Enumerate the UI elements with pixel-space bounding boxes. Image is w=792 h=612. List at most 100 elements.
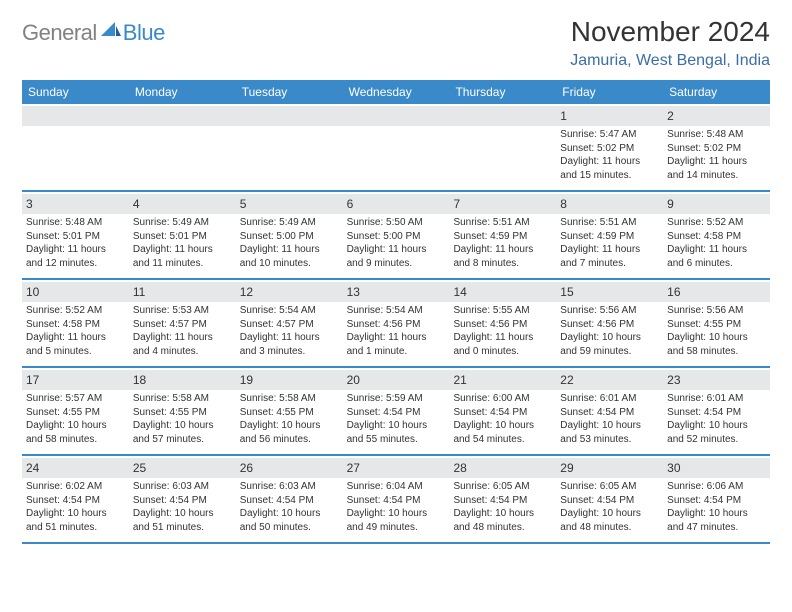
sunrise-text: Sunrise: 5:57 AM (26, 392, 125, 406)
sun-info: Sunrise: 6:01 AMSunset: 4:54 PMDaylight:… (560, 392, 659, 446)
day-number-bar: 30 (663, 458, 770, 478)
sun-info: Sunrise: 6:00 AMSunset: 4:54 PMDaylight:… (453, 392, 552, 446)
sunset-text: Sunset: 4:54 PM (26, 494, 125, 508)
day-cell: 30Sunrise: 6:06 AMSunset: 4:54 PMDayligh… (663, 456, 770, 542)
daylight-text: Daylight: 11 hours and 4 minutes. (133, 331, 232, 358)
weeks-container: 1Sunrise: 5:47 AMSunset: 5:02 PMDaylight… (22, 104, 770, 544)
header: General Blue November 2024 Jamuria, West… (22, 16, 770, 70)
sun-info: Sunrise: 5:59 AMSunset: 4:54 PMDaylight:… (347, 392, 446, 446)
daylight-text: Daylight: 10 hours and 51 minutes. (133, 507, 232, 534)
day-number: 24 (26, 461, 39, 475)
daylight-text: Daylight: 11 hours and 1 minute. (347, 331, 446, 358)
sunrise-text: Sunrise: 5:48 AM (667, 128, 766, 142)
sunrise-text: Sunrise: 6:01 AM (560, 392, 659, 406)
sun-info: Sunrise: 5:56 AMSunset: 4:55 PMDaylight:… (667, 304, 766, 358)
sunrise-text: Sunrise: 5:52 AM (26, 304, 125, 318)
day-number-bar: 5 (236, 194, 343, 214)
day-number-bar: 19 (236, 370, 343, 390)
sunset-text: Sunset: 4:54 PM (453, 406, 552, 420)
week-row: 1Sunrise: 5:47 AMSunset: 5:02 PMDaylight… (22, 104, 770, 192)
day-number: 30 (667, 461, 680, 475)
day-cell: 15Sunrise: 5:56 AMSunset: 4:56 PMDayligh… (556, 280, 663, 366)
day-cell (449, 104, 556, 190)
dayhead-fri: Friday (556, 80, 663, 104)
day-cell: 22Sunrise: 6:01 AMSunset: 4:54 PMDayligh… (556, 368, 663, 454)
dayhead-sat: Saturday (663, 80, 770, 104)
day-number-bar (449, 106, 556, 126)
day-number-bar (236, 106, 343, 126)
day-number: 26 (240, 461, 253, 475)
dayhead-thu: Thursday (449, 80, 556, 104)
day-cell: 27Sunrise: 6:04 AMSunset: 4:54 PMDayligh… (343, 456, 450, 542)
brand-part2: Blue (123, 20, 165, 46)
daylight-text: Daylight: 11 hours and 6 minutes. (667, 243, 766, 270)
week-row: 3Sunrise: 5:48 AMSunset: 5:01 PMDaylight… (22, 192, 770, 280)
day-number-bar (343, 106, 450, 126)
sun-info: Sunrise: 5:48 AMSunset: 5:02 PMDaylight:… (667, 128, 766, 182)
day-number-bar: 15 (556, 282, 663, 302)
sunrise-text: Sunrise: 5:52 AM (667, 216, 766, 230)
sunset-text: Sunset: 4:54 PM (560, 406, 659, 420)
sunrise-text: Sunrise: 5:56 AM (560, 304, 659, 318)
sun-info: Sunrise: 5:54 AMSunset: 4:56 PMDaylight:… (347, 304, 446, 358)
sun-info: Sunrise: 5:49 AMSunset: 5:00 PMDaylight:… (240, 216, 339, 270)
week-row: 10Sunrise: 5:52 AMSunset: 4:58 PMDayligh… (22, 280, 770, 368)
day-number-bar: 2 (663, 106, 770, 126)
sun-info: Sunrise: 5:49 AMSunset: 5:01 PMDaylight:… (133, 216, 232, 270)
sunrise-text: Sunrise: 5:54 AM (240, 304, 339, 318)
dayhead-sun: Sunday (22, 80, 129, 104)
day-number: 5 (240, 197, 247, 211)
day-cell: 24 Sunrise: 6:02 AMSunset: 4:54 PMDayligh… (22, 456, 129, 542)
day-cell: 10Sunrise: 5:52 AMSunset: 4:58 PMDayligh… (22, 280, 129, 366)
sun-info: Sunrise: 5:54 AMSunset: 4:57 PMDaylight:… (240, 304, 339, 358)
sunset-text: Sunset: 4:55 PM (240, 406, 339, 420)
day-number-bar: 26 (236, 458, 343, 478)
day-cell: 26Sunrise: 6:03 AMSunset: 4:54 PMDayligh… (236, 456, 343, 542)
sun-info: Sunrise: 5:51 AMSunset: 4:59 PMDaylight:… (453, 216, 552, 270)
sunset-text: Sunset: 5:01 PM (133, 230, 232, 244)
sunset-text: Sunset: 4:57 PM (133, 318, 232, 332)
day-number-bar: 10 (22, 282, 129, 302)
day-cell: 16 Sunrise: 5:56 AMSunset: 4:55 PMDayligh… (663, 280, 770, 366)
day-number: 16 (667, 285, 680, 299)
sunrise-text: Sunrise: 5:59 AM (347, 392, 446, 406)
sunrise-text: Sunrise: 6:03 AM (133, 480, 232, 494)
sunrise-text: Sunrise: 5:51 AM (560, 216, 659, 230)
day-number: 4 (133, 197, 140, 211)
day-cell: 17Sunrise: 5:57 AMSunset: 4:55 PMDayligh… (22, 368, 129, 454)
sun-info: Sunrise: 6:05 AMSunset: 4:54 PMDaylight:… (453, 480, 552, 534)
sunset-text: Sunset: 4:54 PM (240, 494, 339, 508)
day-number-bar: 13 (343, 282, 450, 302)
daylight-text: Daylight: 10 hours and 56 minutes. (240, 419, 339, 446)
sunset-text: Sunset: 4:54 PM (560, 494, 659, 508)
day-number-bar: 22 (556, 370, 663, 390)
day-header-row: Sunday Monday Tuesday Wednesday Thursday… (22, 80, 770, 104)
dayhead-tue: Tuesday (236, 80, 343, 104)
sunrise-text: Sunrise: 6:00 AM (453, 392, 552, 406)
day-number-bar: 12 (236, 282, 343, 302)
daylight-text: Daylight: 10 hours and 59 minutes. (560, 331, 659, 358)
daylight-text: Daylight: 10 hours and 54 minutes. (453, 419, 552, 446)
daylight-text: Daylight: 10 hours and 55 minutes. (347, 419, 446, 446)
sunset-text: Sunset: 4:54 PM (347, 494, 446, 508)
day-number-bar: 21 (449, 370, 556, 390)
day-number: 11 (133, 285, 145, 299)
day-number-bar: 7 (449, 194, 556, 214)
daylight-text: Daylight: 10 hours and 47 minutes. (667, 507, 766, 534)
day-number: 27 (347, 461, 360, 475)
daylight-text: Daylight: 11 hours and 8 minutes. (453, 243, 552, 270)
sun-info: Sunrise: 5:52 AMSunset: 4:58 PMDaylight:… (667, 216, 766, 270)
sunset-text: Sunset: 4:59 PM (453, 230, 552, 244)
sun-info: Sunrise: 6:02 AMSunset: 4:54 PMDaylight:… (26, 480, 125, 534)
day-number: 18 (133, 373, 146, 387)
sun-info: Sunrise: 6:01 AMSunset: 4:54 PMDaylight:… (667, 392, 766, 446)
sunrise-text: Sunrise: 5:58 AM (133, 392, 232, 406)
sunset-text: Sunset: 4:56 PM (347, 318, 446, 332)
day-cell: 2Sunrise: 5:48 AMSunset: 5:02 PMDaylight… (663, 104, 770, 190)
day-number-bar (22, 106, 129, 126)
sunset-text: Sunset: 5:02 PM (560, 142, 659, 156)
sun-info: Sunrise: 5:58 AMSunset: 4:55 PMDaylight:… (240, 392, 339, 446)
calendar-page: General Blue November 2024 Jamuria, West… (0, 0, 792, 612)
day-cell: 6Sunrise: 5:50 AMSunset: 5:00 PMDaylight… (343, 192, 450, 278)
day-cell: 1Sunrise: 5:47 AMSunset: 5:02 PMDaylight… (556, 104, 663, 190)
